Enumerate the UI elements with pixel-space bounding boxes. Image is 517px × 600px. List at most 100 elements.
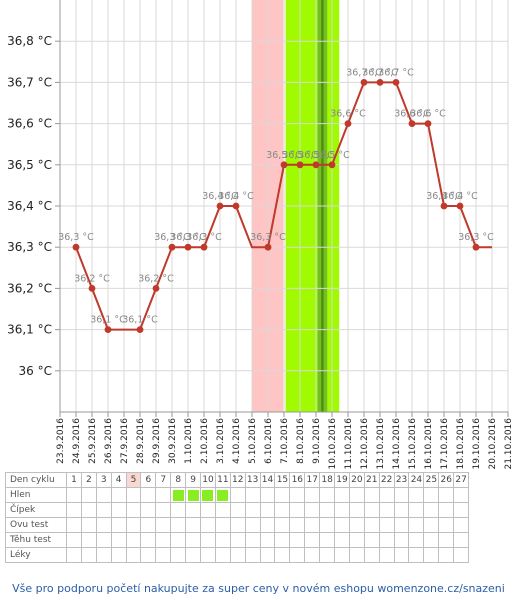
table-cell (393, 487, 410, 503)
table-cell (274, 517, 291, 533)
table-cell (319, 547, 336, 563)
data-point-25 (456, 202, 464, 210)
x-tick-label-19: 12.10.2016 (360, 418, 370, 470)
table-cell: 12 (229, 472, 246, 488)
table-cell (229, 502, 246, 518)
x-tick-label-26: 19.10.2016 (472, 418, 482, 470)
table-cell: 18 (319, 472, 336, 488)
table-cell (438, 532, 455, 548)
table-cell (66, 487, 82, 503)
table-cell (95, 532, 112, 548)
table-cell (438, 517, 455, 533)
x-tick-label-15: 8.10.2016 (296, 418, 306, 464)
table-cell: 19 (334, 472, 350, 488)
table-cell (259, 487, 276, 503)
table-cell (348, 502, 365, 518)
table-cell (125, 532, 142, 548)
table-cell (423, 547, 440, 563)
table-cell (259, 532, 276, 548)
table-cell (334, 547, 350, 563)
table-cell (393, 532, 410, 548)
table-cell (259, 547, 276, 563)
table-cell (95, 502, 112, 518)
table-cell (125, 517, 142, 533)
table-cell (378, 487, 395, 503)
table-cell (80, 547, 97, 563)
table-cell (185, 517, 202, 533)
table-cell (155, 487, 172, 503)
x-tick-label-7: 30.9.2016 (168, 418, 178, 464)
data-point-7 (168, 243, 176, 251)
table-cell (378, 502, 395, 518)
table-cell (95, 547, 112, 563)
table-cell (363, 487, 380, 503)
data-point-23 (424, 120, 432, 127)
table-cell (95, 487, 112, 503)
table-cell (185, 532, 202, 548)
table-row: Těhu test (5, 532, 470, 548)
table-cell (214, 502, 231, 518)
table-cell (378, 532, 395, 548)
x-tick-label-23: 16.10.2016 (424, 418, 434, 470)
data-point-5 (136, 326, 144, 333)
table-cell (185, 547, 202, 563)
data-point-6 (152, 285, 160, 292)
y-tick-label-2: 36,2 °C (7, 281, 52, 295)
table-row: Čípek (5, 502, 470, 518)
table-cell: 1 (66, 472, 82, 488)
table-cell (200, 547, 216, 563)
table-cell (289, 502, 306, 518)
table-cell (66, 532, 82, 548)
table-cell (408, 487, 425, 503)
table-cell (80, 502, 97, 518)
table-cell (304, 517, 321, 533)
table-cell (140, 532, 157, 548)
table-cell (110, 532, 127, 548)
table-cell (453, 547, 470, 563)
point-label-16: 36,5 °C (298, 150, 334, 161)
x-tick-label-16: 9.10.2016 (312, 418, 322, 464)
table-cell (200, 517, 216, 533)
x-tick-label-10: 3.10.2016 (216, 418, 226, 464)
x-tick-label-8: 1.10.2016 (184, 418, 194, 464)
table-cell (453, 502, 470, 518)
table-cell (334, 517, 350, 533)
table-cell (378, 517, 395, 533)
table-cell: 23 (393, 472, 410, 488)
y-tick-label-3: 36,3 °C (7, 240, 52, 254)
x-tick-label-24: 17.10.2016 (440, 418, 450, 470)
chart-axes: 36 °C 36,1 °C 36,2 °C 36,3 °C 36,4 °C 36,5 °C… (7, 0, 514, 470)
table-cell (140, 502, 157, 518)
footer-link[interactable]: Vše pro podporu početí nakupujte za supe… (12, 582, 505, 595)
mucus-mark (187, 489, 199, 501)
table-cell: 15 (274, 472, 291, 488)
table-cell (80, 487, 97, 503)
cycle-table: Den cyklu 1 2 3 4 5 6 7 8 9 10 11 12 13 14 15 16 17 18 19 20… (5, 472, 470, 563)
table-cell (229, 532, 246, 548)
data-point-21 (392, 79, 400, 86)
data-point-2 (88, 285, 96, 292)
x-tick-label-6: 29.9.2016 (152, 418, 162, 464)
table-cell (200, 532, 216, 548)
point-label-6: 36,2 °C (138, 273, 174, 284)
data-point-11 (232, 202, 240, 210)
table-cell (244, 487, 261, 503)
table-cell: 17 (304, 472, 321, 488)
table-cell (304, 502, 321, 518)
x-tick-label-25: 18.10.2016 (456, 418, 466, 470)
table-cell (319, 487, 336, 503)
table-cell (155, 517, 172, 533)
point-label-15: 36,5 °C (282, 150, 318, 161)
table-cell: 26 (438, 472, 455, 488)
data-point-3 (104, 326, 112, 333)
table-cell (214, 517, 231, 533)
x-tick-label-0: 23.9.2016 (56, 418, 66, 464)
y-tick-label-8: 36,8 °C (7, 34, 52, 48)
y-tick-label-7: 36,7 °C (7, 75, 52, 89)
table-cell (393, 517, 410, 533)
table-cell: 9 (185, 472, 202, 488)
table-cell (170, 547, 187, 563)
table-cell (214, 547, 231, 563)
y-tick-label-5: 36,5 °C (7, 158, 52, 172)
table-cell (423, 502, 440, 518)
